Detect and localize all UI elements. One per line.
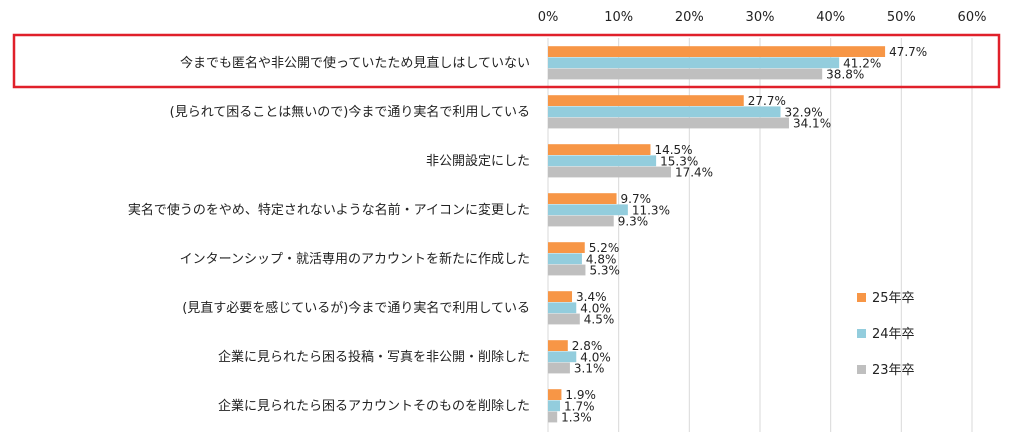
- value-label-1-23年卒: 38.8%: [826, 68, 864, 82]
- value-label-4-25年卒: 9.7%: [621, 192, 652, 206]
- category-label-6: (見直す必要を感じているが)今まで通り実名で利用している: [182, 300, 530, 316]
- bar-6-25年卒: [548, 291, 573, 302]
- x-tick-label-10: 10%: [604, 10, 633, 25]
- value-label-7-23年卒: 3.1%: [574, 362, 605, 376]
- value-label-8-25年卒: 1.9%: [565, 388, 596, 402]
- x-tick-label-30: 30%: [746, 10, 775, 25]
- legend-swatch-23年卒: [857, 365, 866, 374]
- legend-label-24年卒: 24年卒: [872, 327, 915, 342]
- value-label-5-23年卒: 5.3%: [589, 264, 620, 278]
- bar-7-23年卒: [548, 362, 570, 374]
- legend-swatch-24年卒: [857, 329, 866, 338]
- bar-1-24年卒: [548, 57, 840, 69]
- bar-8-25年卒: [548, 389, 562, 400]
- bar-5-25年卒: [548, 242, 585, 253]
- x-tick-label-40: 40%: [816, 10, 845, 25]
- category-label-5: インターンシップ・就活専用のアカウントを新たに作成した: [180, 251, 530, 267]
- legend-label-23年卒: 23年卒: [872, 363, 915, 378]
- category-label-1: 今までも匿名や非公開で使っていたため見直しはしていない: [180, 55, 530, 71]
- bar-2-25年卒: [548, 95, 744, 106]
- value-label-8-23年卒: 1.3%: [561, 411, 592, 425]
- value-label-8-24年卒: 1.7%: [564, 399, 595, 413]
- category-label-4: 実名で使うのをやめ、特定されないような名前・アイコンに変更した: [128, 202, 530, 218]
- legend-label-25年卒: 25年卒: [872, 291, 915, 306]
- bar-8-24年卒: [548, 400, 561, 412]
- value-label-2-25年卒: 27.7%: [748, 94, 786, 108]
- value-label-1-25年卒: 47.7%: [889, 45, 927, 59]
- bar-4-23年卒: [548, 215, 614, 227]
- x-tick-label-50: 50%: [887, 10, 916, 25]
- bar-4-25年卒: [548, 193, 617, 204]
- value-label-7-24年卒: 4.0%: [580, 350, 611, 364]
- value-label-6-25年卒: 3.4%: [576, 290, 607, 304]
- category-label-8: 企業に見られたら困るアカウントそのものを削除した: [218, 398, 530, 414]
- highlight-box: [12, 33, 1001, 89]
- bar-6-24年卒: [548, 302, 577, 314]
- bar-3-23年卒: [548, 166, 671, 178]
- bar-8-23年卒: [548, 411, 558, 423]
- value-label-6-24年卒: 4.0%: [580, 301, 611, 315]
- bar-5-24年卒: [548, 253, 582, 265]
- category-label-3: 非公開設定にした: [426, 153, 530, 169]
- value-label-7-25年卒: 2.8%: [572, 339, 603, 353]
- bar-3-25年卒: [548, 144, 651, 155]
- bar-1-25年卒: [548, 46, 886, 57]
- bar-6-23年卒: [548, 313, 580, 325]
- value-label-2-24年卒: 32.9%: [784, 105, 822, 119]
- bar-3-24年卒: [548, 155, 657, 167]
- bar-1-23年卒: [548, 68, 823, 80]
- value-label-1-24年卒: 41.2%: [843, 56, 881, 70]
- value-label-3-25年卒: 14.5%: [654, 143, 692, 157]
- bar-7-24年卒: [548, 351, 577, 363]
- bar-2-23年卒: [548, 117, 789, 129]
- category-label-2: (見られて困ることは無いので)今まで通り実名で利用している: [170, 104, 530, 120]
- value-label-3-23年卒: 17.4%: [675, 166, 713, 180]
- value-label-4-24年卒: 11.3%: [632, 203, 670, 217]
- x-tick-label-60: 60%: [958, 10, 987, 25]
- bar-7-25年卒: [548, 340, 568, 351]
- x-tick-label-0: 0%: [538, 10, 559, 25]
- bar-4-24年卒: [548, 204, 628, 216]
- value-label-6-23年卒: 4.5%: [584, 313, 615, 327]
- bar-5-23年卒: [548, 264, 586, 276]
- legend-swatch-25年卒: [857, 293, 866, 302]
- x-tick-label-20: 20%: [675, 10, 704, 25]
- value-label-2-23年卒: 34.1%: [793, 117, 831, 131]
- category-label-7: 企業に見られたら困る投稿・写真を非公開・削除した: [218, 349, 530, 365]
- value-label-4-23年卒: 9.3%: [618, 215, 649, 229]
- value-label-5-25年卒: 5.2%: [589, 241, 620, 255]
- value-label-3-24年卒: 15.3%: [660, 154, 698, 168]
- value-label-5-24年卒: 4.8%: [586, 252, 617, 266]
- bar-2-24年卒: [548, 106, 781, 118]
